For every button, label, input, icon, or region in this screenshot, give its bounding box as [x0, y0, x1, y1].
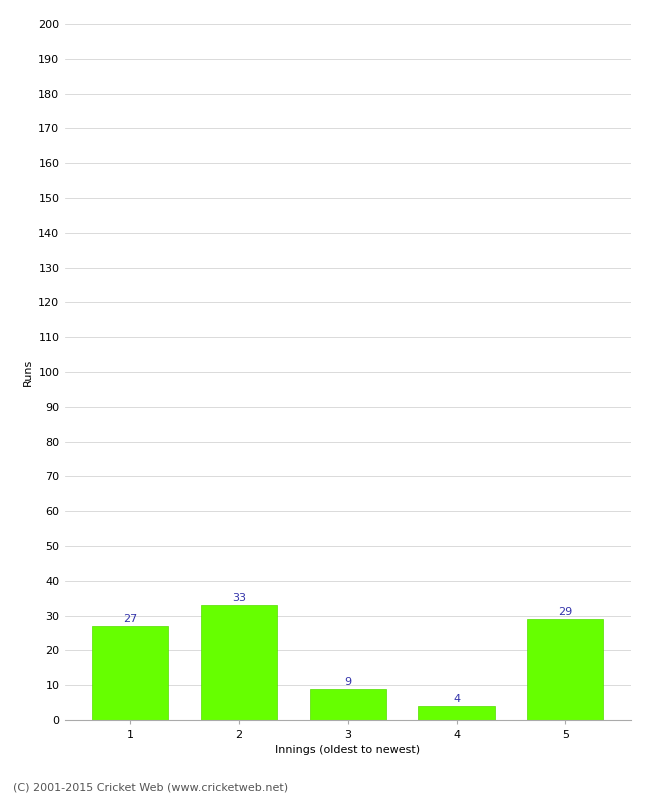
Text: 33: 33: [232, 594, 246, 603]
Text: 4: 4: [453, 694, 460, 704]
Bar: [527, 619, 603, 720]
Text: 27: 27: [123, 614, 137, 624]
Bar: [201, 605, 277, 720]
Text: 29: 29: [558, 607, 573, 618]
Y-axis label: Runs: Runs: [23, 358, 32, 386]
Bar: [92, 626, 168, 720]
Text: (C) 2001-2015 Cricket Web (www.cricketweb.net): (C) 2001-2015 Cricket Web (www.cricketwe…: [13, 782, 288, 792]
Bar: [419, 706, 495, 720]
Bar: [309, 689, 386, 720]
Text: 9: 9: [344, 677, 351, 687]
X-axis label: Innings (oldest to newest): Innings (oldest to newest): [275, 746, 421, 755]
